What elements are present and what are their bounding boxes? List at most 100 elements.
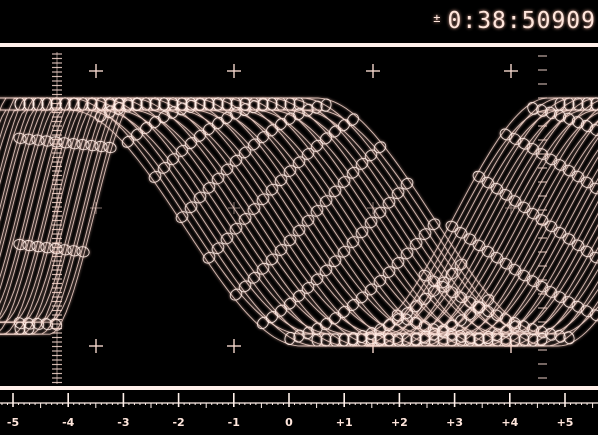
trace-bead — [49, 243, 63, 255]
trace-bead — [580, 305, 594, 318]
trace-bead — [265, 253, 279, 266]
trace-bead — [274, 244, 288, 256]
trace-bead — [563, 97, 575, 111]
trace-bead — [337, 176, 351, 188]
trace-bead — [148, 171, 162, 183]
trace-bead — [427, 218, 441, 231]
trace-sweep — [0, 97, 598, 335]
scale-label: 0 — [285, 416, 293, 429]
trace-bead — [391, 309, 405, 322]
frame-rules — [0, 43, 598, 390]
trace-sweep — [0, 97, 598, 335]
trace-bead — [499, 189, 513, 201]
trace-bead — [418, 269, 432, 282]
trace-bead — [562, 112, 576, 125]
crosshair-plus-icon — [504, 64, 518, 78]
trace-bead — [94, 140, 108, 153]
trace-bead — [76, 246, 90, 258]
trace-bead — [22, 133, 36, 145]
trace-bead — [40, 242, 54, 254]
trace-bead — [589, 309, 598, 322]
trace-bead — [293, 329, 305, 343]
trace-bead — [455, 333, 467, 347]
trace-bead — [149, 115, 162, 129]
trace-bead — [31, 241, 45, 253]
trace-bead — [131, 97, 143, 111]
trace-bead — [328, 185, 342, 198]
trace-bead — [68, 97, 80, 111]
trace-sweep — [0, 109, 598, 347]
trace-bead — [229, 222, 243, 235]
trace-bead — [31, 134, 45, 146]
trace-bead — [409, 317, 423, 330]
scale-label: +2 — [391, 416, 408, 429]
trace-sweep — [0, 109, 598, 347]
trace-bead — [400, 307, 414, 320]
trace-bead — [499, 257, 513, 270]
trace-bead — [391, 257, 405, 269]
top-rule — [0, 43, 598, 47]
trace-bead — [319, 264, 333, 277]
trace-bead — [203, 97, 215, 111]
trace-bead — [571, 239, 585, 251]
scale-label: -1 — [228, 416, 240, 429]
trace-bead — [553, 159, 567, 171]
trace-bead — [266, 97, 278, 111]
trace-bead — [23, 321, 35, 335]
trace-bead — [202, 251, 216, 264]
trace-bead — [184, 137, 198, 150]
trace-bead — [347, 332, 359, 346]
trace-bead — [472, 170, 486, 183]
trace-bead — [508, 316, 522, 330]
trace-bead — [256, 262, 270, 275]
trace-bead — [526, 207, 540, 220]
trace-bead — [149, 97, 161, 111]
trace-bead — [509, 320, 521, 333]
trace-bead — [265, 183, 279, 196]
trace-bead — [22, 240, 36, 252]
trace-bead — [517, 137, 531, 150]
trace-bead — [572, 97, 584, 111]
trace-bead — [320, 317, 332, 331]
trace-bead — [283, 165, 297, 177]
trace-bead — [571, 116, 585, 129]
trace-sweep — [0, 97, 598, 335]
trace-bead — [355, 157, 369, 170]
trace-bead — [500, 324, 512, 338]
trace-bead — [563, 331, 575, 345]
trace-bead — [284, 97, 296, 111]
trace-bead — [589, 251, 598, 264]
trace-bead — [589, 124, 598, 137]
trace-bead — [274, 304, 288, 317]
trace-bead — [536, 104, 548, 117]
trace-bead — [13, 238, 27, 251]
crosshair-plus-icon — [89, 64, 103, 78]
trace-bead — [428, 327, 440, 341]
trace-bead — [184, 201, 198, 214]
trace-sweep — [0, 97, 598, 335]
trace-bead — [58, 244, 72, 256]
trace-bead — [472, 301, 486, 314]
crosshair-plus-icon — [227, 64, 241, 78]
trace-bead — [517, 269, 531, 282]
trace-bead — [508, 133, 522, 145]
trace-bead — [167, 106, 179, 119]
eye-pattern-traces — [0, 97, 598, 347]
trace-bead — [193, 191, 207, 204]
scale-label: -3 — [117, 416, 129, 429]
trace-bead — [346, 236, 360, 248]
trace-sweep — [0, 97, 598, 335]
trace-bead — [229, 288, 243, 301]
trace-bead — [166, 153, 180, 166]
trace-bead — [40, 318, 54, 331]
trace-bead — [454, 258, 468, 271]
trace-bead — [580, 176, 594, 189]
trace-bead — [274, 174, 288, 187]
trace-bead — [302, 103, 314, 117]
trace-bead — [365, 327, 377, 340]
trace-bead — [247, 203, 261, 215]
trace-bead — [274, 117, 287, 131]
scale-label: +3 — [446, 416, 463, 429]
trace-bead — [553, 291, 567, 303]
trace-bead — [436, 280, 450, 293]
